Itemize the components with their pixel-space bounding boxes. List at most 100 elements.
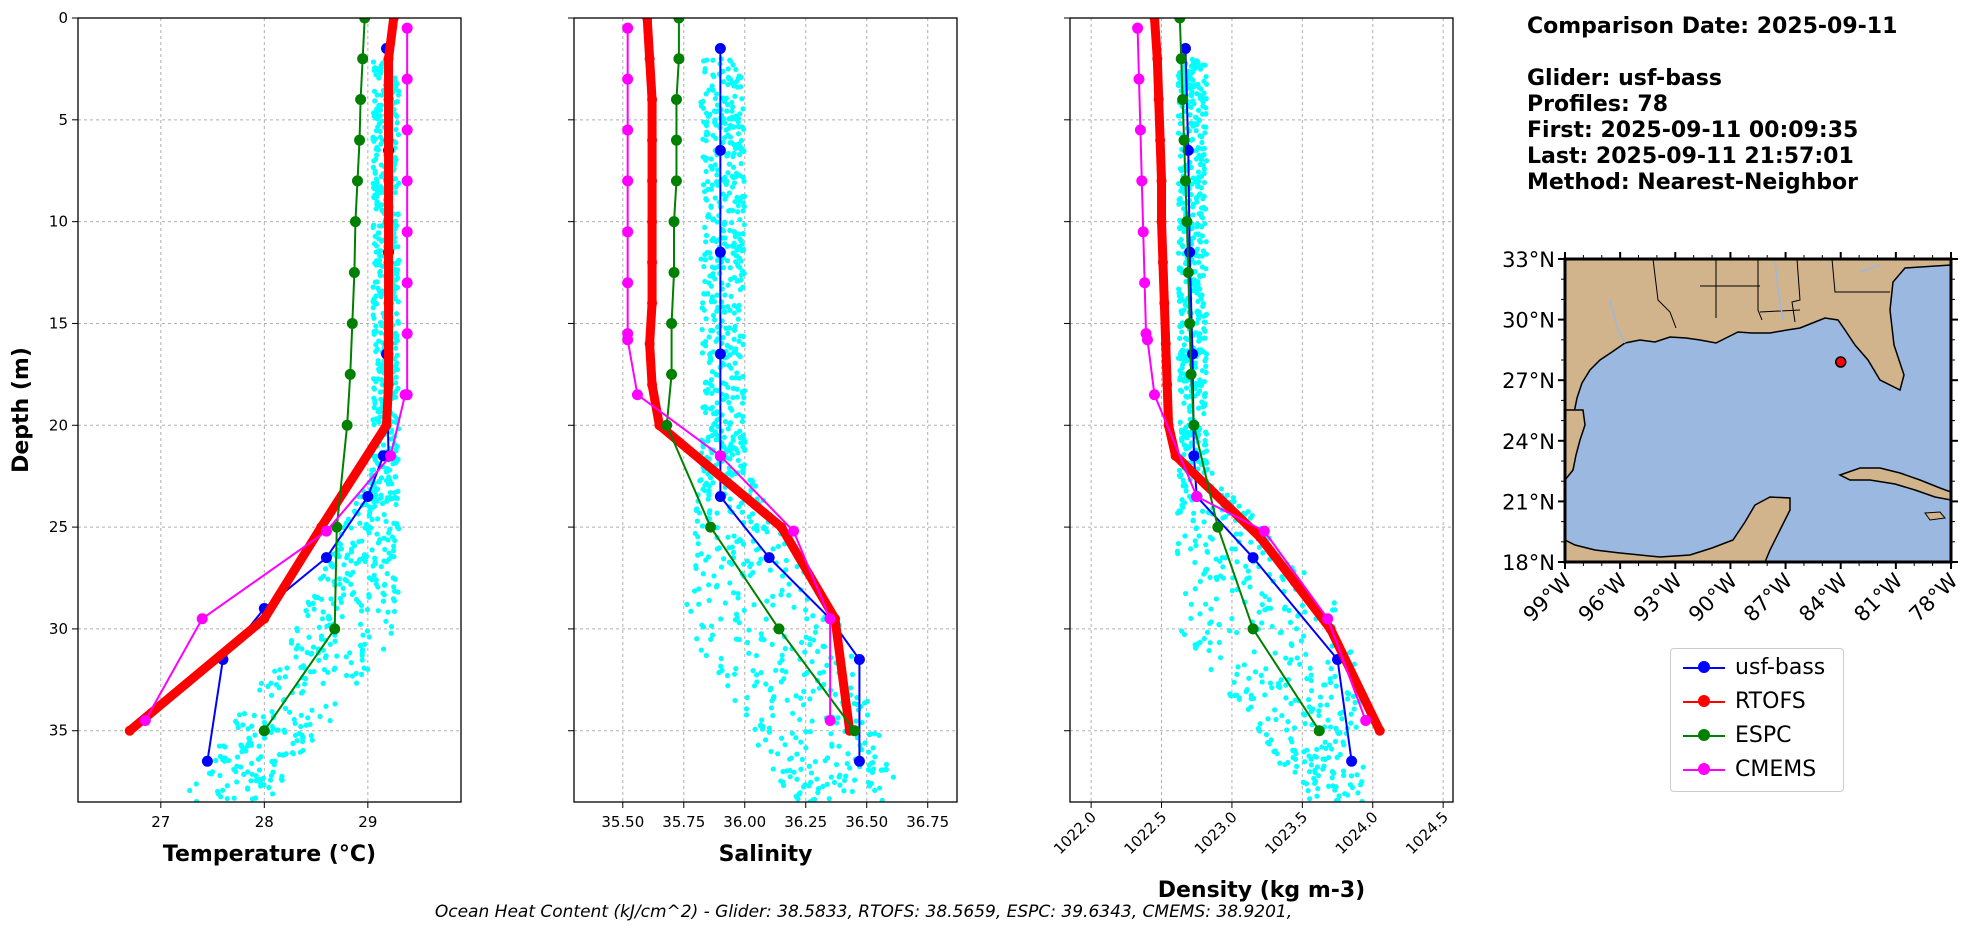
scatter-point	[708, 156, 714, 162]
scatter-point	[714, 546, 720, 552]
scatter-point	[332, 638, 338, 644]
scatter-point	[309, 707, 315, 713]
scatter-point	[726, 545, 732, 551]
series-point-cmems	[1134, 124, 1146, 136]
legend-marker-rtofs	[1698, 695, 1710, 707]
panel-3: 1022.0 1022.5 1023.0 1023.5 1024.0 1024.5 Dens…	[1050, 17, 1454, 903]
scatter-point	[348, 660, 354, 666]
scatter-point	[1284, 727, 1290, 733]
series-point-espc	[1181, 216, 1193, 228]
x-axis-label: Temperature (°C)	[163, 842, 376, 867]
scatter-point	[1269, 623, 1275, 630]
scatter-point	[731, 228, 737, 235]
scatter-point	[381, 582, 388, 588]
scatter-point	[705, 291, 711, 297]
scatter-point	[1302, 609, 1308, 615]
scatter-point	[194, 798, 200, 802]
series-point-usf-bass	[1179, 43, 1191, 55]
map-panel: 99°W96°W93°W90°W87°W84°W81°W78°W 18°N 21°N…	[1502, 248, 1963, 627]
scatter-point	[393, 388, 399, 394]
scatter-point	[1340, 772, 1347, 778]
scatter-point	[1203, 429, 1209, 435]
scatter-point	[1310, 706, 1316, 712]
series-point-usf-bass	[1346, 755, 1358, 767]
scatter-point	[1328, 666, 1334, 672]
scatter-point	[876, 785, 883, 791]
scatter-point	[773, 667, 779, 673]
scatter-point	[311, 593, 318, 599]
scatter-point	[326, 616, 332, 622]
scatter-point	[1204, 549, 1211, 555]
scatter-point	[372, 168, 378, 175]
scatter-point	[1229, 546, 1235, 552]
scatter-point	[758, 722, 764, 728]
scatter-point	[377, 365, 383, 371]
scatter-point	[243, 748, 249, 754]
scatter-point	[729, 561, 735, 567]
y-tick-label: 25	[49, 518, 68, 536]
series-point-cmems	[401, 73, 413, 85]
scatter-point	[1203, 111, 1209, 117]
scatter-point	[1201, 636, 1207, 642]
scatter-point	[807, 641, 813, 648]
scatter-point	[392, 189, 398, 196]
scatter-point	[778, 679, 784, 685]
scatter-point	[1312, 767, 1318, 774]
scatter-point	[1203, 351, 1210, 357]
scatter-point	[1327, 679, 1334, 686]
scatter-point	[320, 573, 327, 579]
scatter-point	[377, 70, 384, 76]
series-point-espc	[1179, 175, 1191, 187]
scatter-point	[309, 737, 315, 743]
scatter-point	[731, 349, 737, 355]
series-point-usf-bass	[714, 144, 726, 156]
scatter-point	[322, 566, 329, 572]
scatter-point	[793, 693, 799, 699]
scatter-point	[1326, 783, 1332, 789]
scatter-point	[1243, 689, 1249, 695]
scatter-point	[356, 539, 362, 545]
panel-1: 27 28 29 0 5 10 15 20 25 30 35 Temperature (°C) Dept…	[9, 9, 462, 867]
scatter-point	[703, 652, 709, 659]
scatter-point	[790, 710, 796, 716]
scatter-point	[353, 680, 360, 686]
scatter-point	[706, 510, 712, 516]
scatter-point	[872, 787, 878, 793]
x-tick-label: 28	[255, 813, 274, 831]
scatter-point	[1188, 546, 1194, 552]
scatter-point	[308, 651, 314, 657]
scatter-point	[747, 572, 753, 579]
series-line-rtofs	[642, 18, 855, 732]
scatter-point	[343, 520, 349, 526]
scatter-point	[868, 760, 874, 766]
scatter-point	[1189, 89, 1195, 95]
scatter-point	[239, 748, 245, 755]
scatter-point	[276, 675, 282, 681]
scatter-point	[1277, 684, 1283, 691]
scatter-point	[730, 104, 736, 110]
scatter-point	[348, 546, 355, 552]
series-point-usf-bass	[1188, 450, 1200, 462]
scatter-point	[1268, 737, 1274, 743]
series-point-rtofs	[1374, 725, 1385, 736]
scatter-point	[1287, 660, 1293, 666]
scatter-point	[1180, 243, 1186, 250]
scatter-point	[364, 607, 371, 613]
scatter-point	[260, 775, 266, 781]
scatter-point	[216, 743, 223, 749]
scatter-point	[807, 696, 813, 702]
scatter-point	[1178, 295, 1184, 301]
scatter-point	[786, 592, 792, 598]
scatter-point	[217, 753, 224, 760]
scatter-point	[206, 770, 213, 776]
scatter-point	[231, 795, 237, 801]
scatter-point	[699, 350, 706, 356]
series-point-cmems	[139, 715, 151, 727]
scatter-point	[1257, 721, 1263, 727]
scatter-point	[1187, 408, 1193, 414]
scatter-point	[740, 414, 746, 420]
scatter-point	[718, 616, 724, 622]
y-tick-label: 30	[49, 620, 68, 638]
scatter-point	[1301, 570, 1307, 576]
scatter-point	[694, 506, 700, 512]
